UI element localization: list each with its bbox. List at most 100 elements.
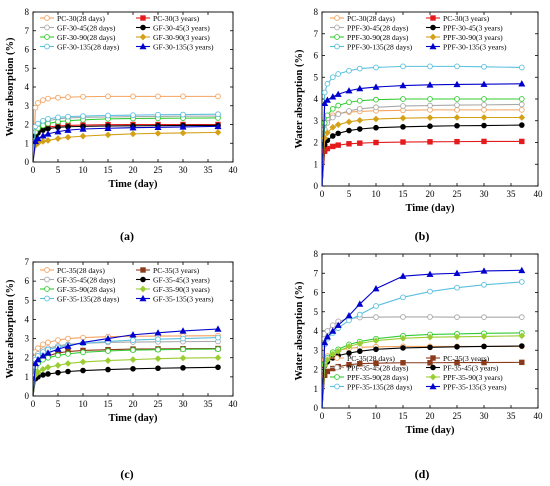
data-point-3-9 bbox=[130, 366, 136, 372]
data-point-3-8 bbox=[105, 366, 111, 373]
data-point-1-legend bbox=[140, 267, 146, 273]
data-point-0-11 bbox=[481, 107, 487, 113]
legend-label-1: PC-35(3 years) bbox=[443, 354, 490, 363]
series-6 bbox=[322, 63, 525, 186]
data-point-2-legend bbox=[44, 276, 50, 283]
data-point-5-6 bbox=[356, 340, 364, 347]
data-point-7-2 bbox=[34, 356, 42, 363]
panel-label: (c) bbox=[120, 467, 133, 481]
data-point-5-9 bbox=[129, 356, 137, 363]
data-point-6-12 bbox=[215, 111, 221, 118]
data-point-0-legend bbox=[44, 267, 50, 273]
data-point-7-6 bbox=[356, 84, 364, 92]
data-point-5-10 bbox=[154, 129, 162, 137]
data-point-0-10 bbox=[155, 93, 161, 100]
x-tick-label-1: 5 bbox=[56, 399, 61, 409]
chart-panel-0: 0 5 10 15 20 25 30 35 40 0 1 2 3 4 5 6 7 8 Time (day) Water… bbox=[5, 7, 238, 243]
x-tick-label-1: 5 bbox=[56, 165, 61, 175]
legend-label-1: PC-30(3 years) bbox=[443, 14, 490, 23]
x-tick-label-5: 25 bbox=[154, 399, 164, 409]
x-axis-label: Time (day) bbox=[405, 425, 455, 436]
series-line-3 bbox=[322, 124, 522, 186]
data-point-5-7 bbox=[79, 132, 87, 140]
series-7 bbox=[322, 80, 526, 186]
data-point-3-9 bbox=[427, 123, 433, 129]
y-tick-label-6: 6 bbox=[25, 45, 30, 55]
data-point-7-legend bbox=[139, 42, 147, 50]
x-tick-label-6: 30 bbox=[480, 189, 490, 199]
y-tick-label-3: 3 bbox=[25, 334, 30, 344]
x-tick-label-7: 35 bbox=[204, 165, 214, 175]
data-point-1-9 bbox=[427, 139, 433, 145]
legend-label-2: PPF-30-45(28 days) bbox=[347, 23, 409, 32]
y-tick-label-7: 7 bbox=[314, 29, 319, 39]
data-point-2-11 bbox=[481, 314, 487, 320]
x-axis-label: Time (day) bbox=[108, 413, 158, 424]
y-tick-label-3: 3 bbox=[314, 345, 319, 355]
legend: PC-35(28 days) PC-35(3 years) PPF-35-45(28… bbox=[330, 354, 507, 391]
data-point-0-3 bbox=[40, 341, 46, 348]
legend-label-3: PF-35-45(3 years) bbox=[443, 363, 499, 372]
data-point-7-2 bbox=[323, 96, 331, 103]
x-tick-label-4: 20 bbox=[129, 165, 139, 175]
y-tick-label-4: 4 bbox=[314, 326, 319, 336]
y-tick-label-0: 0 bbox=[25, 157, 30, 167]
data-point-0-2 bbox=[35, 345, 41, 351]
data-point-7-12 bbox=[214, 122, 222, 130]
legend-label-6: GF-30-135(28 days) bbox=[57, 42, 120, 51]
data-point-0-1 bbox=[33, 104, 39, 111]
x-tick-label-2: 10 bbox=[79, 165, 89, 175]
data-point-6-5 bbox=[346, 317, 352, 324]
x-axis-label: Time (day) bbox=[405, 203, 455, 214]
data-point-7-7 bbox=[372, 83, 380, 90]
data-point-7-2 bbox=[34, 134, 42, 142]
data-point-3-10 bbox=[454, 122, 460, 129]
data-point-6-7 bbox=[373, 303, 379, 309]
legend-label-6: PPF-30-135(28 days) bbox=[347, 42, 413, 51]
data-point-0-12 bbox=[518, 107, 525, 113]
chart-panel-1: 0 5 10 15 20 25 30 35 40 0 1 2 3 4 5 6 7 8 Time (day) Water… bbox=[294, 7, 543, 243]
data-point-4-11 bbox=[481, 96, 487, 102]
data-point-7-10 bbox=[453, 269, 461, 276]
series-line-6 bbox=[33, 337, 219, 396]
data-point-5-legend bbox=[139, 33, 147, 41]
data-point-3-12 bbox=[518, 343, 525, 349]
data-point-6-legend bbox=[44, 43, 50, 50]
data-point-3-legend bbox=[430, 364, 436, 371]
legend-label-6: GF-35-135(28 days) bbox=[57, 294, 120, 303]
data-point-7-10 bbox=[453, 80, 461, 88]
data-point-5-10 bbox=[453, 333, 461, 341]
legend-label-7: GF-30-135(3 years) bbox=[153, 42, 214, 51]
data-point-2-8 bbox=[400, 103, 406, 109]
data-point-3-11 bbox=[180, 365, 186, 371]
data-point-6-9 bbox=[130, 112, 136, 118]
data-point-7-2 bbox=[323, 333, 331, 340]
data-point-7-12 bbox=[214, 325, 222, 332]
data-point-5-10 bbox=[453, 114, 461, 121]
series-5 bbox=[33, 129, 222, 162]
legend-label-4: GF-35-90(28 days) bbox=[57, 285, 116, 294]
data-point-6-4 bbox=[45, 116, 51, 122]
data-point-6-11 bbox=[180, 111, 186, 118]
data-point-3-6 bbox=[65, 368, 71, 375]
data-point-5-5 bbox=[54, 362, 62, 369]
data-point-7-3 bbox=[39, 352, 47, 359]
data-point-6-5 bbox=[55, 114, 61, 121]
data-point-5-8 bbox=[104, 131, 112, 139]
data-point-4-4 bbox=[335, 102, 342, 109]
x-tick-label-1: 5 bbox=[347, 189, 352, 199]
data-point-7-7 bbox=[79, 125, 87, 132]
data-point-5-8 bbox=[399, 334, 407, 342]
legend-label-1: PC-35(3 years) bbox=[153, 266, 200, 275]
data-point-5-11 bbox=[179, 129, 187, 137]
data-point-7-8 bbox=[399, 272, 407, 279]
data-point-7-9 bbox=[129, 124, 137, 131]
data-point-7-9 bbox=[426, 270, 434, 277]
data-point-2-3 bbox=[329, 114, 336, 121]
data-point-7-11 bbox=[480, 80, 488, 87]
x-tick-label-0: 0 bbox=[320, 411, 325, 421]
data-point-5-8 bbox=[399, 114, 407, 122]
data-point-5-8 bbox=[104, 357, 112, 364]
data-point-2-12 bbox=[518, 101, 525, 108]
data-point-7-12 bbox=[518, 80, 526, 87]
